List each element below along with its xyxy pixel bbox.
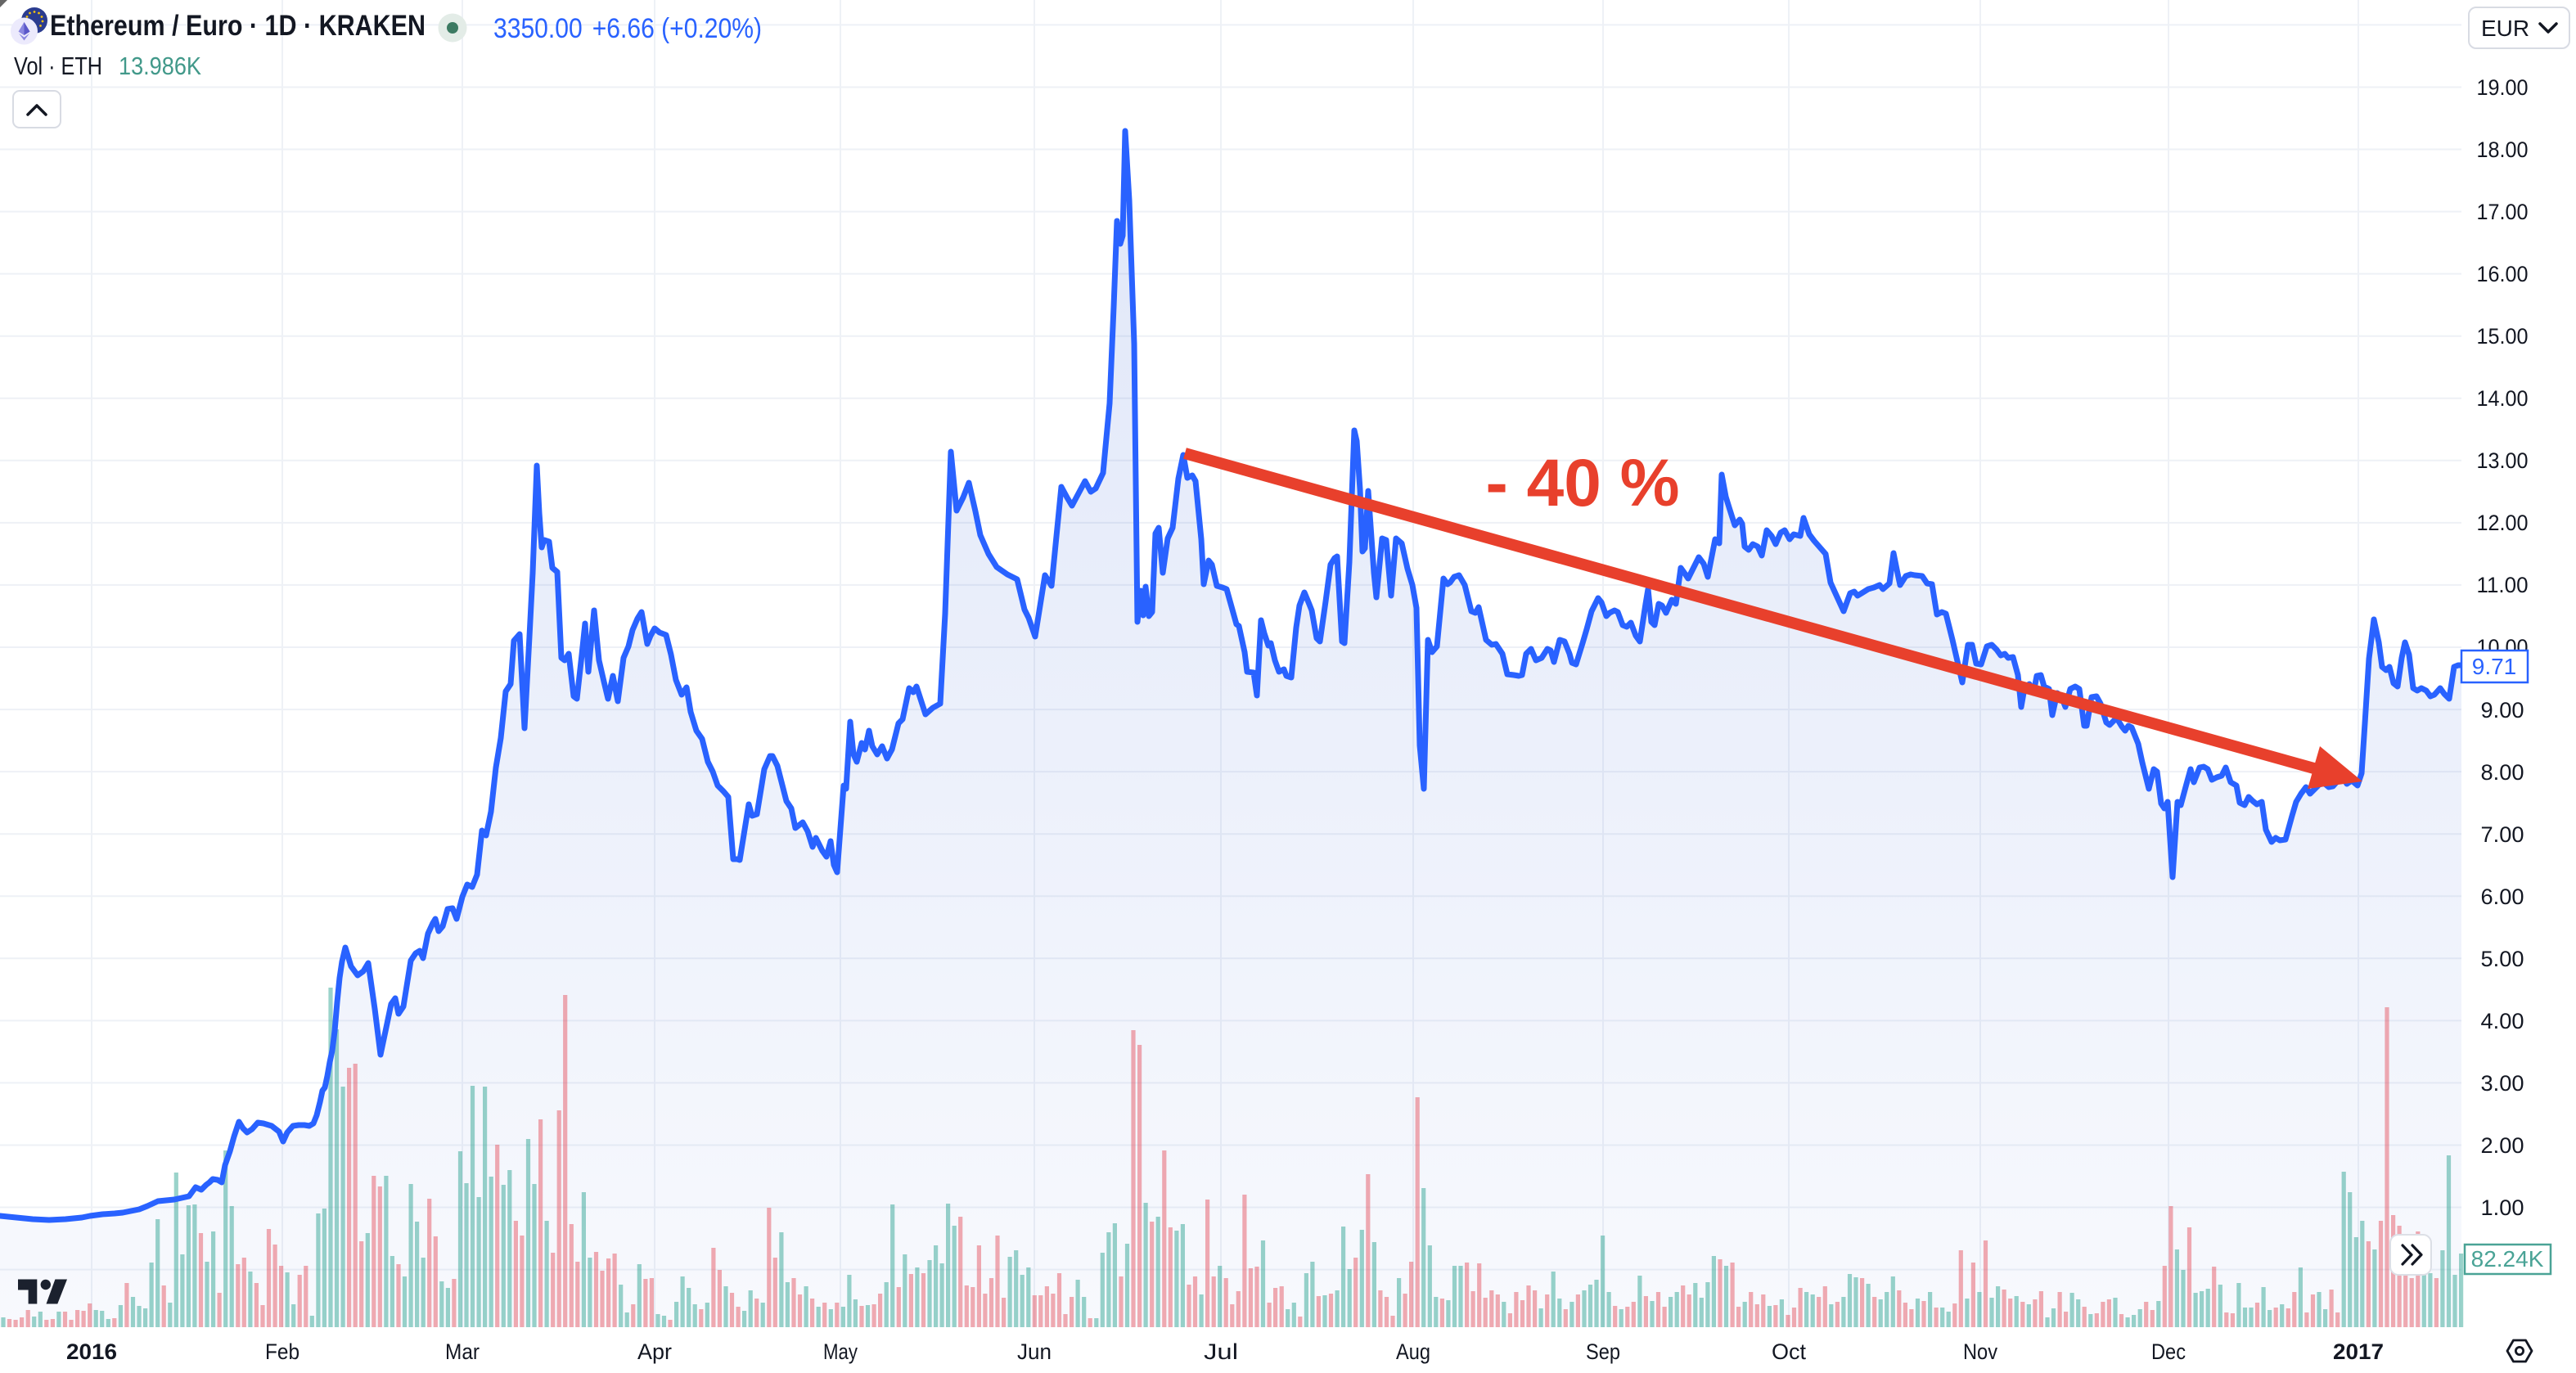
svg-text:3350.00 +6.66 (+0.20%): 3350.00 +6.66 (+0.20%) [493,13,762,44]
svg-text:17.00: 17.00 [2477,200,2529,224]
svg-text:Jun: Jun [1017,1339,1052,1364]
svg-text:18.00: 18.00 [2477,137,2529,162]
svg-text:Oct: Oct [1772,1339,1806,1364]
svg-text:13.00: 13.00 [2477,448,2529,473]
svg-text:2.00: 2.00 [2481,1133,2524,1158]
svg-text:1.00: 1.00 [2481,1195,2524,1220]
svg-text:Sep: Sep [1586,1339,1620,1364]
svg-text:Nov: Nov [1963,1339,1997,1364]
svg-text:9.00: 9.00 [2481,698,2524,723]
svg-text:- 40 %: - 40 % [1486,446,1680,520]
svg-text:Vol · ETH: Vol · ETH [14,52,102,80]
svg-text:15.00: 15.00 [2477,324,2529,349]
svg-text:Mar: Mar [445,1339,480,1364]
svg-text:3.00: 3.00 [2481,1071,2524,1096]
svg-text:May: May [823,1339,858,1364]
svg-text:13.986K: 13.986K [119,52,201,80]
svg-text:9.71: 9.71 [2472,654,2517,679]
svg-text:Feb: Feb [265,1339,299,1364]
svg-text:12.00: 12.00 [2477,511,2529,535]
svg-text:Jul: Jul [1204,1339,1238,1364]
svg-text:6.00: 6.00 [2481,885,2524,909]
svg-text:11.00: 11.00 [2477,573,2529,597]
svg-text:Ethereum / Euro · 1D · KRAKEN: Ethereum / Euro · 1D · KRAKEN [50,10,426,42]
svg-text:8.00: 8.00 [2481,760,2524,785]
svg-text:14.00: 14.00 [2477,386,2529,411]
svg-text:4.00: 4.00 [2481,1009,2524,1033]
svg-text:7.00: 7.00 [2481,822,2524,847]
svg-text:82.24K: 82.24K [2471,1246,2544,1272]
svg-text:Dec: Dec [2151,1339,2186,1364]
svg-text:2016: 2016 [66,1339,117,1364]
svg-text:EUR: EUR [2481,16,2529,41]
svg-text:Apr: Apr [637,1339,672,1364]
svg-text:16.00: 16.00 [2477,262,2529,286]
svg-text:Aug: Aug [1396,1339,1430,1364]
svg-text:5.00: 5.00 [2481,947,2524,971]
svg-text:19.00: 19.00 [2477,75,2529,100]
svg-text:2017: 2017 [2333,1339,2384,1364]
